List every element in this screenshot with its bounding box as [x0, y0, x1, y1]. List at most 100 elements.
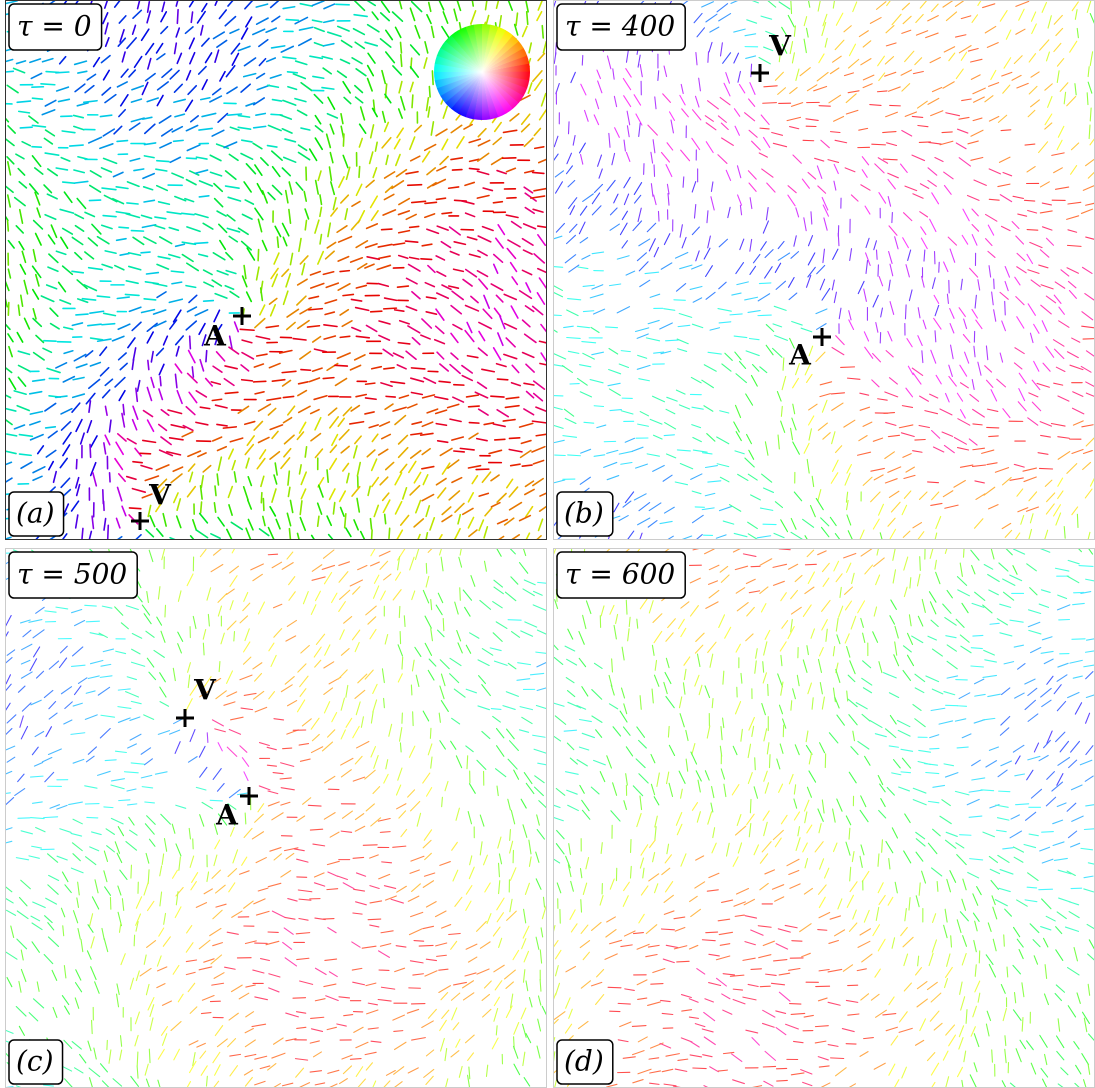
vector [927, 97, 940, 105]
vector [902, 453, 912, 458]
vector [271, 488, 277, 503]
vector [224, 391, 239, 395]
vector [763, 728, 768, 742]
vector [787, 185, 797, 194]
vector [796, 674, 800, 687]
vector [214, 49, 220, 64]
vector [379, 560, 389, 570]
vector [1072, 420, 1084, 426]
vector [532, 208, 544, 213]
vector [225, 269, 237, 275]
vector [632, 220, 643, 232]
vector [688, 944, 699, 950]
vector [1055, 512, 1062, 526]
vector [638, 501, 651, 512]
vector [827, 159, 840, 163]
vector [425, 531, 429, 540]
vector [600, 842, 603, 855]
vector [993, 278, 995, 290]
vector [725, 842, 730, 857]
vector [882, 1013, 897, 1016]
vector [440, 1037, 445, 1052]
vector [930, 110, 944, 117]
vector [434, 409, 448, 415]
vector [174, 243, 186, 248]
vector [766, 742, 770, 755]
vector [927, 15, 939, 22]
vector [326, 515, 333, 527]
vector [970, 58, 983, 63]
vector [645, 953, 658, 958]
vector [461, 364, 474, 374]
vector [566, 658, 578, 666]
vector [1057, 1018, 1061, 1032]
vector [162, 512, 167, 527]
vector [131, 487, 147, 493]
vector [949, 322, 955, 334]
vector [295, 1067, 305, 1078]
vector [1000, 225, 1011, 232]
vector [553, 656, 564, 666]
vector [516, 678, 531, 681]
vector [760, 15, 773, 20]
vector [310, 1016, 325, 1019]
vector [484, 507, 493, 517]
vector [131, 358, 135, 371]
vector [117, 323, 131, 331]
vector [268, 987, 280, 993]
vector [981, 449, 995, 454]
vector [247, 475, 253, 487]
vector [1026, 563, 1037, 572]
vector [371, 11, 379, 21]
vector [949, 870, 957, 883]
vector [71, 270, 85, 274]
vector [803, 887, 813, 895]
vector [792, 377, 800, 389]
vector [780, 420, 786, 433]
vector [240, 83, 252, 93]
vector [650, 183, 654, 197]
vector [453, 8, 458, 22]
vector [491, 1037, 499, 1050]
vector [848, 43, 857, 57]
vector [282, 416, 293, 424]
vector [774, 262, 782, 273]
vector [355, 183, 363, 197]
vector [956, 392, 964, 402]
vector [1001, 476, 1012, 486]
vector [932, 828, 941, 837]
vector [209, 799, 223, 802]
vector [310, 604, 317, 615]
vector [872, 352, 882, 363]
vector [48, 712, 58, 720]
vector [18, 896, 28, 907]
vector [814, 1025, 829, 1028]
vector [199, 766, 208, 778]
vector [719, 42, 723, 57]
vector [987, 922, 992, 933]
vector [538, 800, 547, 809]
vector [350, 298, 363, 302]
vector [241, 351, 255, 360]
vector [474, 391, 489, 399]
vector [653, 246, 659, 258]
panel: τ = 600(d) [553, 548, 1095, 1088]
vector [355, 872, 367, 877]
vector [553, 135, 559, 148]
vector [5, 656, 13, 665]
vector [194, 213, 209, 219]
vector [849, 248, 853, 262]
vector [528, 997, 533, 1008]
vector [763, 770, 768, 782]
vector [367, 1027, 379, 1030]
vector [267, 801, 280, 807]
vector [121, 412, 126, 428]
vector [136, 1065, 139, 1079]
vector [843, 419, 856, 428]
vector [102, 214, 117, 218]
defect-label: A [215, 799, 239, 832]
vector [254, 317, 266, 329]
vector [999, 352, 1004, 363]
vector [198, 966, 213, 971]
vector [314, 125, 324, 133]
